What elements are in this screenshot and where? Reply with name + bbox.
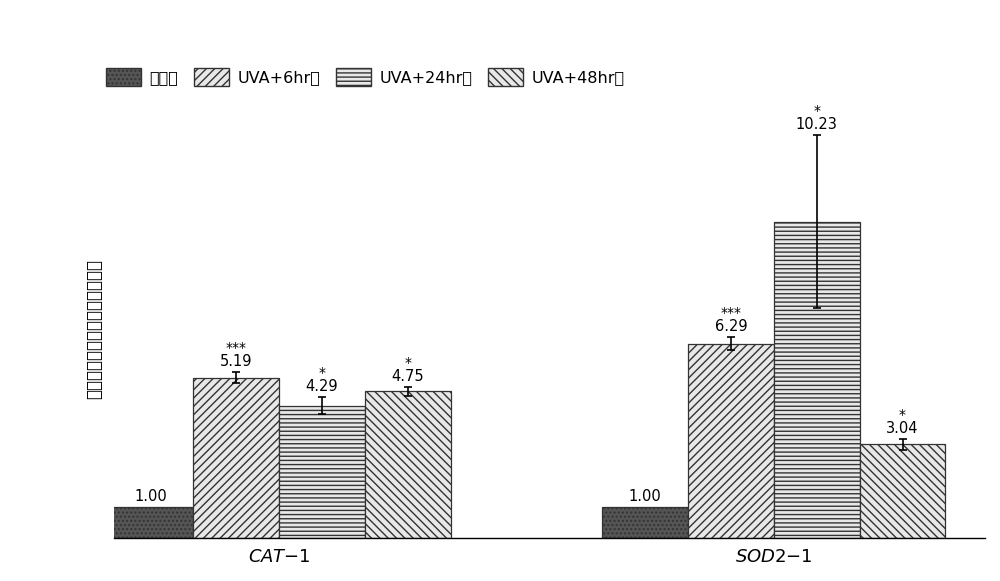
Text: 6.29: 6.29	[715, 320, 747, 335]
Text: 1.00: 1.00	[629, 489, 662, 504]
Bar	[365, 392, 451, 538]
Legend: 控制组, UVA+6hr组, UVA+24hr组, UVA+48hr组: 控制组, UVA+6hr组, UVA+24hr组, UVA+48hr组	[105, 66, 626, 88]
Text: ***: ***	[226, 341, 247, 355]
Text: 4.29: 4.29	[306, 379, 338, 394]
Text: *: *	[318, 366, 325, 380]
Text: 4.75: 4.75	[391, 368, 424, 383]
Text: ***: ***	[720, 306, 741, 321]
Bar	[602, 507, 688, 538]
Text: *: *	[899, 408, 906, 422]
Text: 5.19: 5.19	[220, 354, 252, 369]
Bar	[774, 222, 860, 538]
Text: 10.23: 10.23	[796, 117, 838, 132]
Bar	[193, 378, 279, 538]
Bar	[688, 344, 774, 538]
Text: *: *	[813, 104, 820, 118]
Text: *: *	[404, 356, 411, 370]
Y-axis label: 相对表现量（实验组／控制组）: 相对表现量（实验组／控制组）	[85, 260, 103, 400]
Text: 3.04: 3.04	[886, 421, 919, 436]
Bar	[860, 444, 945, 538]
Bar	[279, 406, 365, 538]
Text: 1.00: 1.00	[134, 489, 167, 504]
Bar	[108, 507, 193, 538]
